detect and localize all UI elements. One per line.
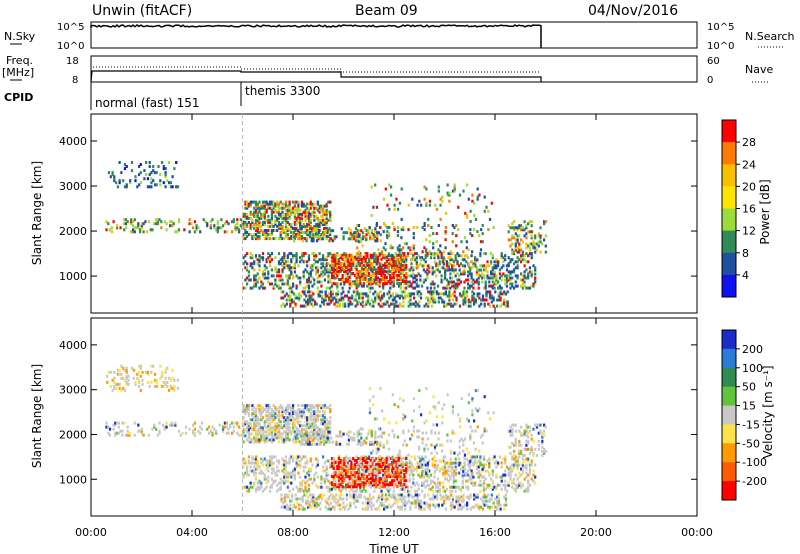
- x-tick-label: 00:00: [681, 526, 713, 539]
- power-ylabel: Slant Range [km]: [30, 161, 44, 265]
- velocity-ytick-label: 1000: [59, 473, 87, 486]
- x-tick-label: 12:00: [378, 526, 410, 539]
- nsky-tick-bottom-right: 10^0: [707, 41, 734, 52]
- nsky-tick-top-left: 10^5: [57, 22, 84, 33]
- velocity-ytick-label: 3000: [59, 384, 87, 397]
- x-tick-label: 16:00: [479, 526, 511, 539]
- colorbar-tick-label: 28: [742, 136, 756, 149]
- freq-strip: Freq. [MHz] 18 8 60 0 Nave: [2, 54, 773, 86]
- x-tick-label: 20:00: [580, 526, 612, 539]
- colorbar-swatch: [722, 348, 736, 369]
- velocity-colorbar: 200 100 50 15 -15 -50 -100 -200: [721, 329, 767, 501]
- power-ytick-label: 3000: [59, 180, 87, 193]
- freq-tick-bottom-left: 8: [72, 75, 78, 86]
- velocity-panel: 4000 3000 2000 1000: [59, 317, 698, 517]
- colorbar-tick-label: 12: [742, 225, 756, 238]
- colorbar-swatch: [722, 142, 736, 165]
- power-ytick-label: 1000: [59, 270, 87, 283]
- power-ytick-label: 4000: [59, 135, 87, 148]
- colorbar-tick-label: 15: [742, 400, 756, 413]
- freq-trace: [90, 70, 542, 83]
- nsky-label: N.Sky: [4, 30, 36, 43]
- power-ytick-label: 2000: [59, 225, 87, 238]
- colorbar-tick-label: -50: [742, 437, 760, 450]
- velocity-ylabel: Slant Range [km]: [30, 364, 44, 468]
- nave-label: Nave: [745, 63, 773, 76]
- colorbar-swatch: [722, 330, 736, 350]
- freq-label-1: Freq.: [6, 54, 33, 67]
- x-tick-label: 08:00: [277, 526, 309, 539]
- colorbar-swatch: [722, 252, 736, 276]
- colorbar-swatch: [722, 120, 736, 143]
- x-axis-label: Time UT: [368, 542, 419, 554]
- cpid-segment-1: normal (fast) 151: [95, 96, 199, 110]
- colorbar-swatch: [722, 481, 736, 501]
- colorbar-swatch: [722, 462, 736, 482]
- colorbar-tick-label: 24: [742, 158, 756, 171]
- power-colorbar-label: Power [dB]: [758, 179, 772, 244]
- colorbar-swatch: [722, 424, 736, 444]
- colorbar-tick-label: -200: [742, 475, 767, 488]
- nsearch-label: N.Search: [745, 30, 795, 43]
- nave-trace: [93, 66, 541, 73]
- freq-tick-top-left: 18: [66, 56, 79, 67]
- power-cells: [105, 161, 547, 308]
- date-label: 04/Nov/2016: [588, 3, 678, 19]
- colorbar-swatch: [722, 405, 736, 425]
- cpid-label: CPID: [4, 91, 33, 104]
- power-colorbar: 28 24 20 16 12 8 4: [721, 119, 756, 298]
- velocity-cells: [105, 364, 547, 511]
- freq-label-2: [MHz]: [2, 66, 34, 79]
- colorbar-swatch: [722, 367, 736, 388]
- velocity-colorbar-label: Velocity [m s⁻¹]: [761, 365, 775, 458]
- colorbar-tick-label: -100: [742, 456, 767, 469]
- freq-tick-bottom-right: 0: [707, 75, 713, 86]
- colorbar-swatch: [722, 386, 736, 407]
- colorbar-tick-label: 4: [742, 269, 749, 282]
- colorbar-tick-label: 20: [742, 180, 756, 193]
- velocity-ytick-label: 2000: [59, 428, 87, 441]
- x-tick-label: 00:00: [75, 526, 107, 539]
- nsky-tick-bottom-left: 10^0: [57, 41, 84, 52]
- colorbar-tick-label: 8: [742, 247, 749, 260]
- nsky-strip: N.Sky 10^5 10^0 10^5 10^0 N.Search: [4, 21, 795, 52]
- colorbar-swatch: [722, 274, 736, 298]
- nsky-trace: [90, 24, 542, 48]
- x-tick-label: 04:00: [176, 526, 208, 539]
- power-panel: 4000 3000 2000 1000: [59, 113, 698, 314]
- colorbar-swatch: [722, 443, 736, 463]
- colorbar-swatch: [722, 186, 736, 209]
- velocity-ytick-label: 4000: [59, 339, 87, 352]
- x-tick-labels: 00:00 04:00 08:00 12:00 16:00 20:00 00:00: [75, 526, 713, 539]
- radar-title: Unwin (fitACF): [92, 3, 192, 19]
- colorbar-tick-label: 16: [742, 203, 756, 216]
- colorbar-swatch: [722, 164, 736, 187]
- nsky-tick-top-right: 10^5: [707, 22, 734, 33]
- colorbar-tick-label: 100: [742, 362, 763, 375]
- cpid-segment-2: themis 3300: [245, 84, 320, 98]
- colorbar-tick-label: 200: [742, 343, 763, 356]
- colorbar-tick-label: -15: [742, 418, 760, 431]
- colorbar-swatch: [722, 230, 736, 254]
- colorbar-tick-label: 50: [742, 381, 756, 394]
- beam-label: Beam 09: [355, 3, 418, 19]
- freq-tick-top-right: 60: [707, 56, 720, 67]
- colorbar-swatch: [722, 208, 736, 232]
